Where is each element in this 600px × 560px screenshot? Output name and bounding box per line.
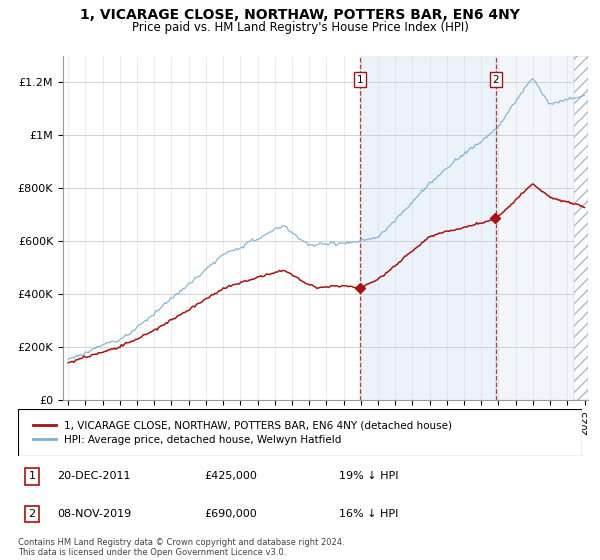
Legend: 1, VICARAGE CLOSE, NORTHAW, POTTERS BAR, EN6 4NY (detached house), HPI: Average : 1, VICARAGE CLOSE, NORTHAW, POTTERS BAR,… <box>29 416 457 449</box>
Text: 1: 1 <box>357 75 364 85</box>
Text: 1, VICARAGE CLOSE, NORTHAW, POTTERS BAR, EN6 4NY: 1, VICARAGE CLOSE, NORTHAW, POTTERS BAR,… <box>80 8 520 22</box>
Text: Contains HM Land Registry data © Crown copyright and database right 2024.
This d: Contains HM Land Registry data © Crown c… <box>18 538 344 557</box>
Text: £425,000: £425,000 <box>204 472 257 482</box>
Text: 20-DEC-2011: 20-DEC-2011 <box>58 472 131 482</box>
Bar <box>360 56 496 400</box>
Bar <box>496 56 574 400</box>
Text: Price paid vs. HM Land Registry's House Price Index (HPI): Price paid vs. HM Land Registry's House … <box>131 21 469 34</box>
Text: 08-NOV-2019: 08-NOV-2019 <box>58 509 132 519</box>
Text: 2: 2 <box>29 509 35 519</box>
Text: 19% ↓ HPI: 19% ↓ HPI <box>340 472 399 482</box>
FancyBboxPatch shape <box>18 409 582 456</box>
Text: 2: 2 <box>493 75 499 85</box>
Text: 1: 1 <box>29 472 35 482</box>
Text: £690,000: £690,000 <box>204 509 257 519</box>
Text: 16% ↓ HPI: 16% ↓ HPI <box>340 509 399 519</box>
